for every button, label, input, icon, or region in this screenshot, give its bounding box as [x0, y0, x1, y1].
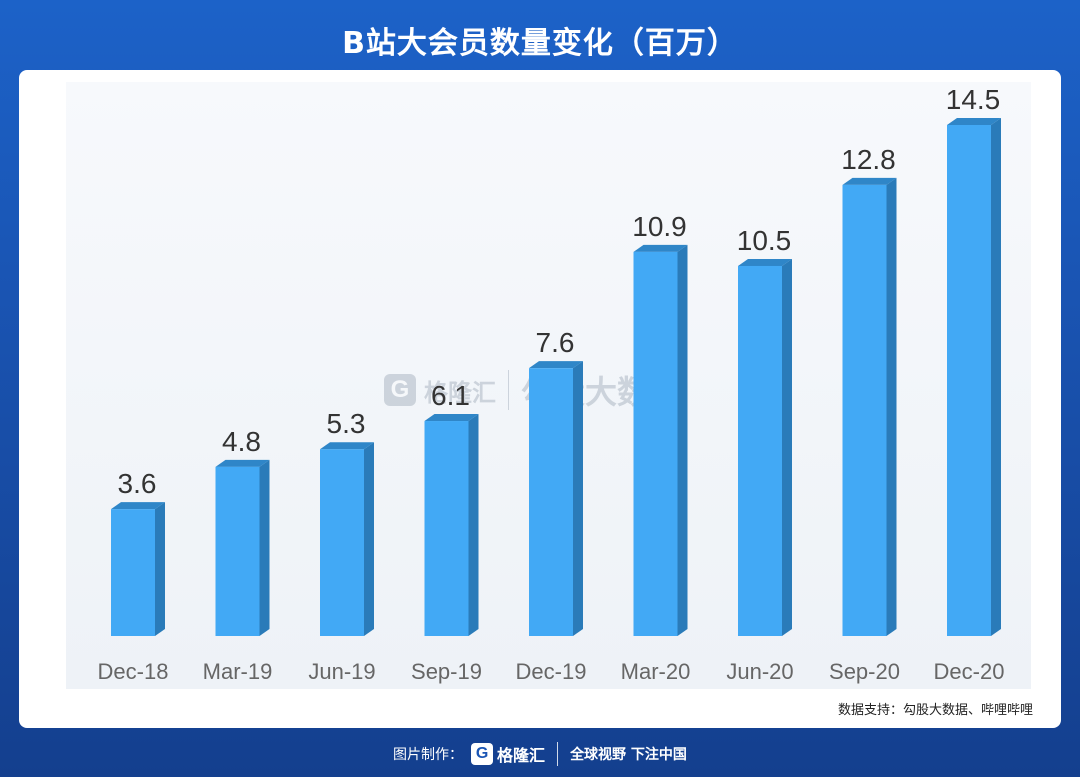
- data-label: 14.5: [946, 84, 1001, 115]
- data-source: 数据支持：勾股大数据、哔哩哔哩: [837, 703, 1033, 718]
- bar-side: [677, 244, 688, 637]
- bar-front: [738, 265, 782, 636]
- bar-Jun-19: [320, 442, 374, 636]
- footer-brand: 格隆汇: [497, 746, 546, 765]
- bar-Sep-20: [842, 177, 897, 636]
- footer-divider: [557, 742, 559, 766]
- chart-card: G 格隆汇 勾股大数据 3.6 Dec-18 4.8 Mar-19 5.3 Jun-19 6…: [19, 70, 1061, 728]
- footer-logo-icon: G: [471, 743, 494, 765]
- bar-front: [320, 449, 364, 636]
- bar-side: [364, 442, 374, 636]
- x-tick-label: Dec-18: [98, 659, 169, 684]
- bar-front: [633, 251, 678, 637]
- x-tick-label: Jun-20: [726, 659, 793, 684]
- bar-side: [991, 118, 1001, 636]
- bar-top: [424, 414, 479, 422]
- bar-Mar-20: [633, 244, 688, 637]
- x-tick-label: Jun-19: [308, 659, 375, 684]
- bar-top: [738, 258, 792, 266]
- watermark-brand: 格隆汇: [424, 378, 496, 407]
- footer: 图片制作： G 格隆汇 全球视野 下注中国: [0, 738, 1080, 770]
- bar-side: [155, 502, 165, 636]
- bar-side: [573, 361, 583, 636]
- footer-slogan: 全球视野 下注中国: [570, 747, 687, 763]
- data-label: 4.8: [222, 426, 261, 457]
- bar-top: [947, 118, 1001, 125]
- x-tick-label: Mar-20: [621, 659, 691, 684]
- bar-Dec-18: [111, 502, 165, 636]
- bar-front: [842, 184, 887, 636]
- bar-top: [529, 361, 583, 369]
- x-tick-label: Dec-19: [516, 659, 587, 684]
- bar-chart: 3.6 Dec-18 4.8 Mar-19 5.3 Jun-19 6.1 Sep-19 7.6 D…: [98, 84, 1005, 684]
- x-tick-label: Dec-20: [934, 659, 1005, 684]
- chart-title: B站大会员数量变化（百万）: [342, 26, 738, 61]
- data-label: 10.9: [632, 211, 687, 242]
- data-label: 6.1: [431, 380, 470, 411]
- footer-prefix: 图片制作：: [393, 747, 464, 763]
- bar-top: [633, 244, 688, 252]
- bar-front: [529, 368, 573, 636]
- bar-Dec-19: [529, 361, 583, 636]
- data-label: 10.5: [737, 225, 792, 256]
- bar-Dec-20: [947, 118, 1001, 636]
- bar-Mar-19: [215, 459, 270, 636]
- bar-front: [947, 125, 991, 636]
- bar-Sep-19: [424, 414, 479, 636]
- bar-top: [215, 459, 270, 467]
- x-tick-label: Mar-19: [203, 659, 273, 684]
- bar-Jun-20: [738, 258, 792, 636]
- watermark-divider: [508, 370, 509, 410]
- bar-top: [111, 502, 165, 510]
- bar-front: [111, 509, 155, 636]
- bar-side: [468, 414, 479, 636]
- data-label: 7.6: [536, 327, 575, 358]
- bar-top: [320, 442, 374, 450]
- bar-front: [424, 421, 469, 636]
- bar-top: [842, 177, 897, 185]
- bar-side: [886, 177, 897, 636]
- data-label: 12.8: [841, 144, 896, 175]
- bar-front: [215, 466, 260, 636]
- watermark-logo-icon: G: [384, 374, 416, 406]
- bar-side: [259, 459, 270, 636]
- data-label: 5.3: [327, 408, 366, 439]
- data-label: 3.6: [118, 468, 157, 499]
- x-tick-label: Sep-20: [829, 659, 900, 684]
- x-tick-label: Sep-19: [411, 659, 482, 684]
- bar-side: [782, 258, 792, 636]
